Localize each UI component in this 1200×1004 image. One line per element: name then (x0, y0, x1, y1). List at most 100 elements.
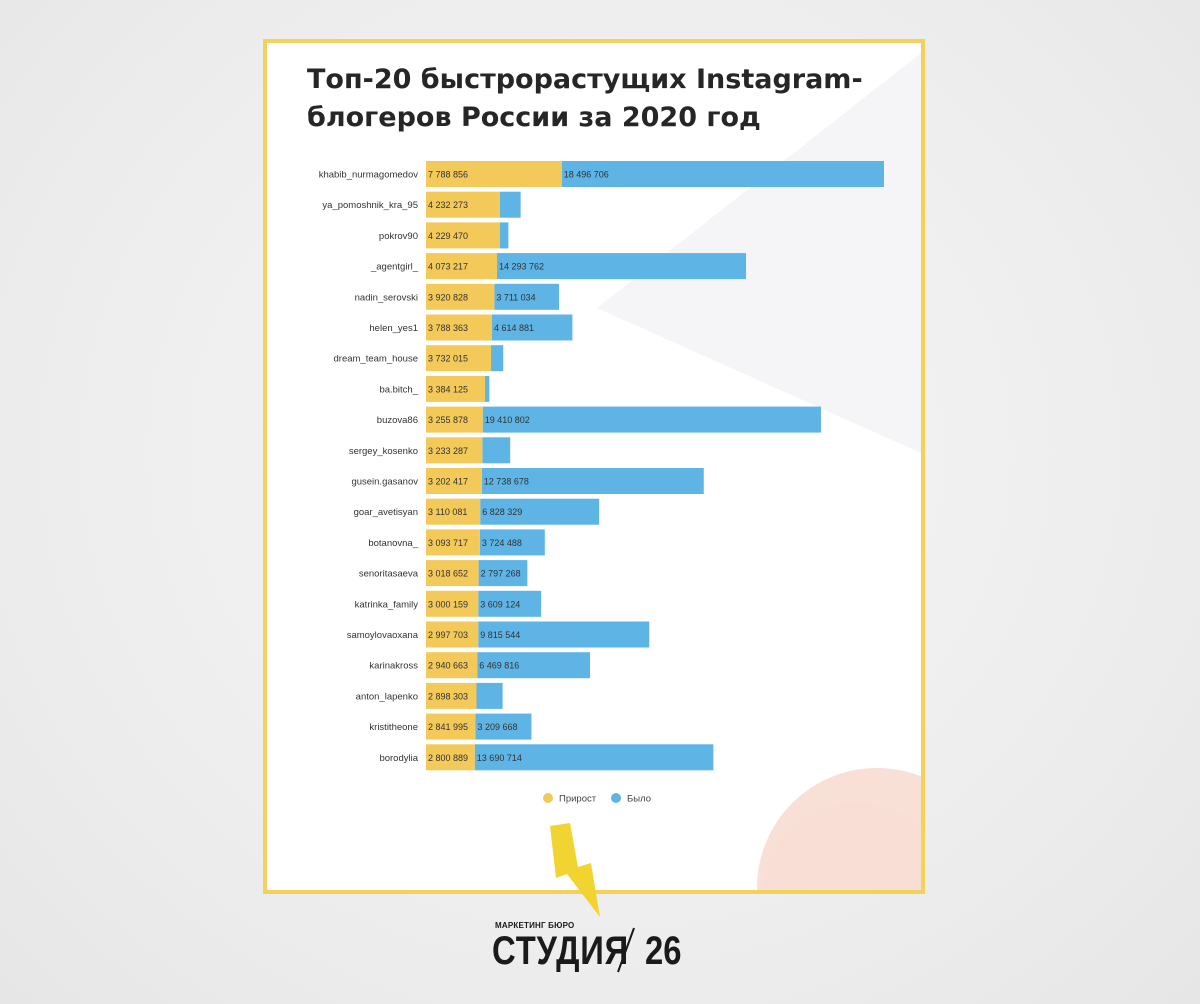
data-label-bylo: 3 609 124 (480, 599, 520, 609)
data-label-bylo: 13 690 714 (477, 753, 522, 763)
data-label-prirost: 7 788 856 (428, 170, 468, 180)
bar-bylo (474, 744, 714, 771)
category-label: pokrov90 (379, 231, 418, 242)
bar-prirost (426, 560, 479, 587)
data-label-prirost: 2 841 995 (428, 722, 468, 732)
bar-bylo (478, 621, 650, 648)
data-label-prirost: 2 997 703 (428, 630, 468, 640)
bar-prirost (426, 682, 477, 709)
data-label-bylo: 6 828 329 (482, 507, 522, 517)
data-label-prirost: 4 229 470 (428, 231, 468, 241)
bar-bylo (492, 314, 573, 341)
data-label-bylo: 4 614 881 (494, 323, 534, 333)
bar-prirost (426, 713, 476, 740)
category-label: helen_yes1 (369, 323, 418, 334)
bar-bylo (494, 283, 559, 310)
bar-bylo (482, 437, 511, 464)
bar-bylo (499, 191, 521, 218)
bar-prirost (426, 375, 485, 402)
bar-prirost (426, 191, 500, 218)
bar-bylo (482, 406, 821, 433)
category-label: botanovna_ (368, 538, 418, 549)
category-label: buzova86 (377, 415, 418, 426)
data-label-prirost: 3 920 828 (428, 292, 468, 302)
data-label-bylo: 9 815 544 (480, 630, 520, 640)
bar-prirost (426, 283, 495, 310)
data-label-prirost: 3 384 125 (428, 384, 468, 394)
data-label-bylo: 18 496 706 (564, 170, 609, 180)
bar-bylo (484, 375, 490, 402)
data-label-prirost: 4 073 217 (428, 262, 468, 272)
bar-bylo (478, 560, 528, 587)
data-label-bylo: 2 797 268 (481, 569, 521, 579)
data-label-prirost: 3 110 081 (428, 507, 467, 517)
bar-prirost (426, 498, 481, 525)
bar-prirost (426, 652, 478, 679)
category-label: borodylia (379, 753, 418, 764)
data-label-prirost: 3 000 159 (428, 599, 468, 609)
logo-number: 26 (645, 929, 682, 973)
chart-card: Топ-20 быстрорастущих Instagram-блогеров… (263, 39, 925, 894)
legend-marker-bylo (611, 793, 621, 803)
bar-prirost (426, 468, 482, 494)
category-label: nadin_serovski (355, 292, 418, 303)
bar-prirost (426, 314, 493, 341)
legend-label-prirost: Прирост (559, 794, 597, 805)
bar-prirost (426, 744, 475, 771)
legend-label-bylo: Было (627, 794, 651, 805)
bar-bylo (477, 652, 590, 679)
category-label: goar_avetisyan (354, 507, 418, 518)
category-label: anton_lapenko (356, 691, 418, 702)
data-label-prirost: 3 093 717 (428, 538, 468, 548)
bar-prirost (426, 253, 497, 280)
bar-bylo (496, 253, 747, 280)
logo-name: СТУДИЯ (492, 929, 630, 973)
category-label: karinakross (369, 661, 418, 672)
data-label-prirost: 2 898 303 (428, 691, 468, 701)
legend-marker-prirost (543, 793, 553, 803)
data-label-bylo: 3 711 034 (496, 292, 535, 302)
bar-bylo (479, 529, 545, 556)
bar-prirost (426, 529, 480, 556)
bar-prirost (426, 345, 492, 372)
bar-bylo (491, 345, 504, 372)
data-label-bylo: 3 724 488 (482, 538, 522, 548)
data-label-bylo: 6 469 816 (479, 661, 519, 671)
data-label-prirost: 4 232 273 (428, 200, 468, 210)
category-label: senoritasaeva (359, 569, 419, 580)
category-label: katrinka_family (355, 599, 419, 610)
bar-bylo (478, 590, 542, 617)
category-label: ba.bitch_ (379, 384, 418, 395)
bar-prirost (426, 621, 479, 648)
bar-prirost (426, 590, 479, 617)
card-decoration (597, 53, 921, 890)
bar-bylo (561, 161, 884, 187)
bar-bylo (476, 682, 503, 709)
logo-tagline: МАРКЕТИНГ БЮРО (495, 921, 575, 930)
data-label-bylo: 3 209 668 (478, 722, 518, 732)
data-label-bylo: 14 293 762 (499, 262, 544, 272)
bar-bylo (481, 468, 704, 494)
category-label: gusein.gasanov (351, 477, 418, 488)
bar-prirost (426, 222, 500, 249)
data-label-prirost: 3 732 015 (428, 354, 468, 364)
data-label-prirost: 2 940 663 (428, 661, 468, 671)
bar-bylo (480, 498, 600, 525)
bar-prirost (426, 406, 483, 433)
category-label: dream_team_house (334, 354, 419, 365)
bar-chart: khabib_nurmagomedov 7 788 856 18 496 706 ya… (319, 161, 884, 805)
category-label: _agentgirl_ (370, 262, 419, 273)
bar-bylo (499, 222, 509, 249)
category-label: khabib_nurmagomedov (319, 170, 419, 181)
data-label-prirost: 3 788 363 (428, 323, 468, 333)
chart-title: Топ-20 быстрорастущих Instagram-блогеров… (307, 64, 863, 133)
data-label-prirost: 3 233 287 (428, 446, 468, 456)
data-label-prirost: 2 800 889 (428, 753, 468, 763)
data-label-bylo: 12 738 678 (484, 477, 529, 487)
category-label: kristitheone (369, 722, 418, 733)
category-label: samoylovaoxana (347, 630, 419, 641)
data-label-prirost: 3 255 878 (428, 415, 468, 425)
bar-bylo (475, 713, 532, 740)
bar-prirost (426, 161, 562, 187)
bar-prirost (426, 437, 483, 464)
